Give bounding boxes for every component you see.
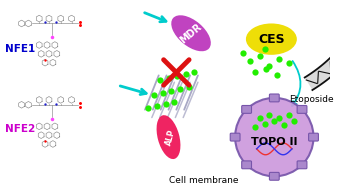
Text: MDR: MDR (178, 21, 204, 45)
FancyBboxPatch shape (230, 133, 240, 141)
FancyBboxPatch shape (269, 94, 279, 102)
Text: Etoposide: Etoposide (289, 95, 334, 104)
FancyBboxPatch shape (242, 105, 251, 113)
Ellipse shape (246, 23, 297, 55)
FancyBboxPatch shape (242, 161, 251, 169)
FancyBboxPatch shape (309, 133, 318, 141)
Text: Cell membrane: Cell membrane (169, 176, 239, 185)
Text: TOPO II: TOPO II (251, 137, 298, 147)
Polygon shape (305, 0, 337, 90)
FancyBboxPatch shape (269, 172, 279, 180)
Text: NFE2: NFE2 (5, 124, 35, 134)
Text: CES: CES (258, 33, 285, 46)
Text: NFE1: NFE1 (5, 44, 35, 54)
Circle shape (235, 98, 313, 176)
Ellipse shape (157, 115, 180, 159)
Ellipse shape (171, 15, 211, 51)
Text: ALP: ALP (164, 128, 177, 146)
FancyBboxPatch shape (297, 161, 307, 169)
FancyBboxPatch shape (297, 105, 307, 113)
